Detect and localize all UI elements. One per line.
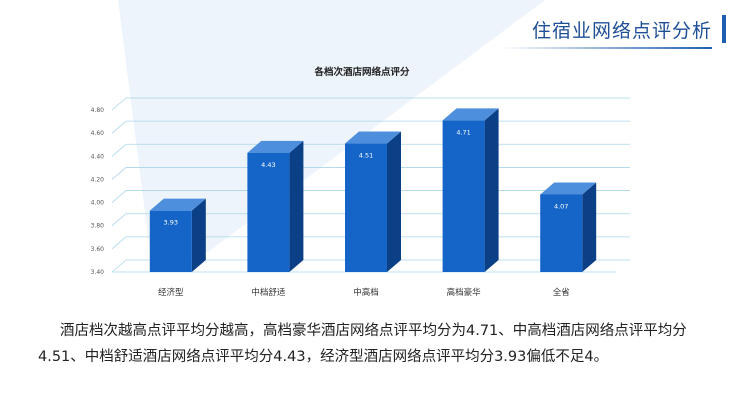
summary-text: 酒店档次越高点评平均分越高，高档豪华酒店网络点评平均分为4.71、中高档酒店网络… <box>38 323 687 365</box>
bar-value-label: 3.93 <box>164 219 178 227</box>
x-axis-labels: 经济型 中档舒适 中高档 高档豪华 全省 <box>158 287 570 298</box>
slide-title: 住宿业网络点评分析 <box>531 20 712 42</box>
bar-side <box>484 108 499 273</box>
bar-2: 4.51 <box>345 131 401 272</box>
y-tick-label: 3.40 <box>91 269 105 276</box>
grid-depth-line <box>111 190 127 203</box>
grid-depth-line <box>111 97 127 111</box>
bars: 3.93 4.43 4.51 4.71 4.07 <box>149 108 597 273</box>
grid-depth-line <box>111 120 127 134</box>
y-tick-label: 4.20 <box>91 176 105 183</box>
bar-side <box>387 131 401 272</box>
y-tick-label: 4.60 <box>91 130 105 137</box>
title-underline <box>502 47 712 49</box>
chart-title: 各档次酒店网络点评分 <box>313 66 410 78</box>
bar-value-label: 4.07 <box>554 202 568 210</box>
bar <box>442 120 485 273</box>
background-light-beam <box>118 0 545 252</box>
x-tick-label: 中档舒适 <box>251 287 286 298</box>
y-tick-label: 4.00 <box>91 200 105 207</box>
bar-value-label: 4.51 <box>359 152 373 160</box>
bar-0: 3.93 <box>149 198 206 272</box>
bar-1: 4.43 <box>247 140 304 272</box>
y-tick-label: 4.40 <box>91 153 105 160</box>
y-axis-ticks: 3.40 3.60 3.80 4.00 4.20 4.40 4.60 4.80 <box>91 107 105 276</box>
x-tick-label: 中高档 <box>353 287 379 298</box>
bar-side <box>582 182 597 272</box>
bar-top <box>345 131 401 144</box>
bar-top <box>149 198 206 211</box>
bar <box>149 210 192 272</box>
bar-top <box>540 182 597 195</box>
title-accent-bar <box>722 15 726 43</box>
bar-side <box>191 198 206 272</box>
x-tick-label: 全省 <box>553 287 571 298</box>
bar-side <box>289 140 304 272</box>
x-tick-label: 高档豪华 <box>447 287 482 298</box>
bar-value-label: 4.71 <box>456 128 470 136</box>
bar-3: 4.71 <box>442 108 499 273</box>
y-tick-label: 3.80 <box>91 223 105 230</box>
bar-top <box>247 140 304 153</box>
bar <box>540 194 583 272</box>
bar <box>345 143 387 272</box>
bar-chart: 各档次酒店网络点评分 3.40 3.60 3.80 4.00 4.20 4.40 4.60 4… <box>91 66 630 298</box>
grid-depth-line <box>111 259 127 273</box>
x-tick-label: 经济型 <box>158 287 184 298</box>
bar-value-label: 4.43 <box>261 161 275 169</box>
grid-depth-line <box>111 167 127 180</box>
bar-4: 4.07 <box>540 182 597 272</box>
bar-top <box>442 108 499 121</box>
bar <box>247 152 290 272</box>
grid-depth-line <box>111 143 127 157</box>
grid-depth-line <box>111 236 127 250</box>
y-tick-label: 3.60 <box>91 246 105 253</box>
y-tick-label: 4.80 <box>91 107 105 114</box>
grid-depth-line <box>111 213 127 227</box>
